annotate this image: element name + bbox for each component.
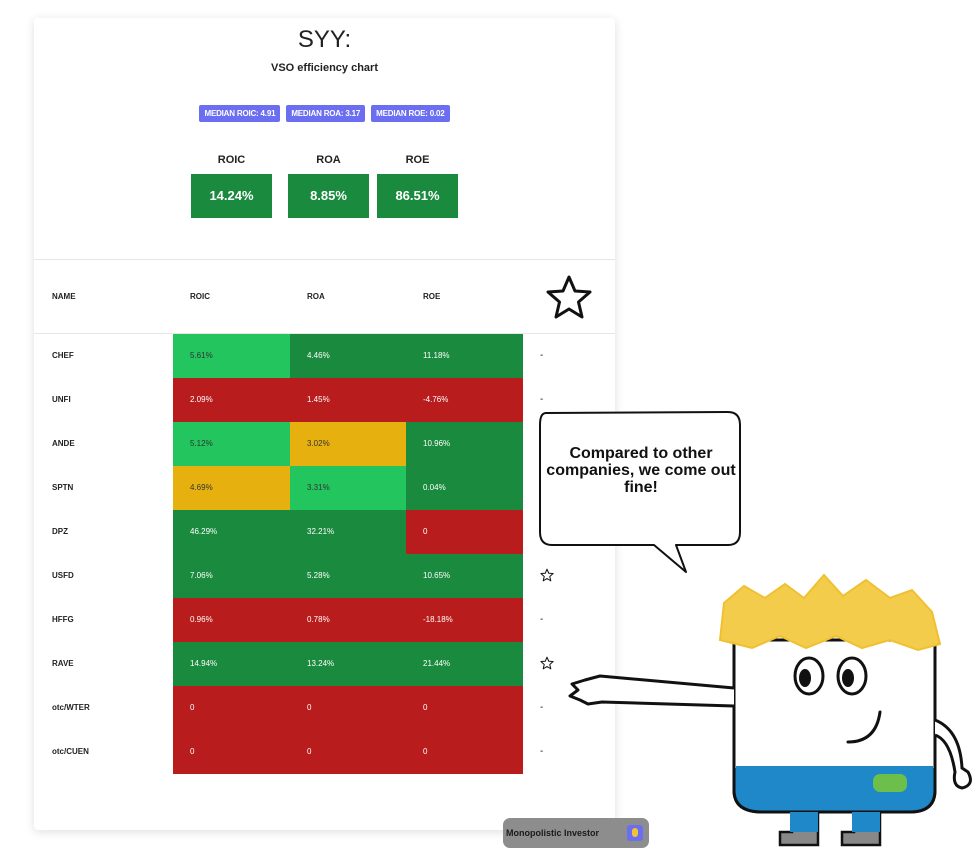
table-row: HFFG 0.96% 0.78% -18.18% - <box>34 598 615 642</box>
cell-roic: 0 <box>173 730 290 774</box>
row-name: HFFG <box>52 615 74 624</box>
cell-roa: 0 <box>290 686 406 730</box>
efficiency-card: SYY: VSO efficiency chart MEDIAN ROIC: 4… <box>34 18 649 848</box>
summary-roic-value: 14.24% <box>191 174 272 218</box>
row-name: ANDE <box>52 439 75 448</box>
cell-roe: 0 <box>406 510 523 554</box>
row-name: SPTN <box>52 483 74 492</box>
table-row: CHEF 5.61% 4.46% 11.18% - <box>34 334 615 378</box>
row-name: RAVE <box>52 659 74 668</box>
cell-roic: 0.96% <box>173 598 290 642</box>
header-divider-bottom <box>34 333 615 334</box>
cell-roic: 14.94% <box>173 642 290 686</box>
cell-roic: 7.06% <box>173 554 290 598</box>
cell-roa: 13.24% <box>290 642 406 686</box>
cell-roic: 46.29% <box>173 510 290 554</box>
row-name: otc/CUEN <box>52 747 89 756</box>
mascot-pocket <box>873 774 907 792</box>
summary-roa: ROA 8.85% <box>288 154 369 218</box>
median-roic-badge: MEDIAN ROIC: 4.91 <box>199 105 281 122</box>
summary-roe: ROE 86.51% <box>377 154 458 218</box>
star-outline-icon[interactable] <box>540 554 554 598</box>
row-mark: - <box>540 614 544 625</box>
cell-roic: 0 <box>173 686 290 730</box>
row-name: otc/WTER <box>52 703 90 712</box>
row-mark: - <box>540 394 544 405</box>
summary-roa-label: ROA <box>316 154 341 166</box>
cell-roa: 0 <box>290 730 406 774</box>
header-divider-top <box>34 259 615 260</box>
cell-roe: 0 <box>406 730 523 774</box>
row-name: DPZ <box>52 527 68 536</box>
row-name: UNFI <box>52 395 71 404</box>
mascot-hair <box>718 573 942 652</box>
cell-roic: 5.61% <box>173 334 290 378</box>
median-roe-badge: MEDIAN ROE: 0.02 <box>371 105 450 122</box>
ticker-title: SYY: <box>297 26 352 53</box>
cell-roe: -18.18% <box>406 598 523 642</box>
table-row: otc/WTER 0 0 0- <box>34 686 615 730</box>
summary-roa-value: 8.85% <box>288 174 369 218</box>
mascot-right-arm <box>934 718 972 790</box>
cell-roe: 11.18% <box>406 334 523 378</box>
cell-roic: 4.69% <box>173 466 290 510</box>
cell-roe: 21.44% <box>406 642 523 686</box>
median-badges: MEDIAN ROIC: 4.91 MEDIAN ROA: 3.17 MEDIA… <box>34 105 615 122</box>
cell-roa: 0.78% <box>290 598 406 642</box>
cell-roa: 3.02% <box>290 422 406 466</box>
cell-roic: 5.12% <box>173 422 290 466</box>
column-header-roa: ROA <box>307 292 325 301</box>
cell-roa: 4.46% <box>290 334 406 378</box>
row-mark: - <box>540 702 544 713</box>
watermark: Monopolistic Investor <box>503 818 649 848</box>
table-row: otc/CUEN 0 0 0- <box>34 730 615 774</box>
summary-roic: ROIC 14.24% <box>191 154 272 218</box>
monopolistic-investor-logo-icon <box>627 825 643 841</box>
cell-roe: 10.96% <box>406 422 523 466</box>
row-name: USFD <box>52 571 74 580</box>
speech-bubble <box>539 411 741 573</box>
cell-roa: 32.21% <box>290 510 406 554</box>
summary-roic-label: ROIC <box>217 154 246 166</box>
cell-roa: 5.28% <box>290 554 406 598</box>
mascot-pointing-arm <box>568 674 735 708</box>
median-roa-badge: MEDIAN ROA: 3.17 <box>286 105 366 122</box>
cell-roe: 10.65% <box>406 554 523 598</box>
mascot-smile <box>846 710 882 744</box>
table-row: SPTN 4.69% 3.31% 0.04% <box>34 466 615 510</box>
row-name: CHEF <box>52 351 74 360</box>
cell-roic: 2.09% <box>173 378 290 422</box>
star-outline-icon[interactable] <box>540 642 554 686</box>
row-mark: - <box>540 350 544 361</box>
row-mark: - <box>540 746 544 757</box>
table-row: ANDE 5.12% 3.02% 10.96% <box>34 422 615 466</box>
table-row: RAVE 14.94% 13.24% 21.44% <box>34 642 615 686</box>
summary-roe-value: 86.51% <box>377 174 458 218</box>
cell-roe: 0 <box>406 686 523 730</box>
column-header-roe: ROE <box>423 292 441 301</box>
speech-bubble-text: Compared to other companies, we come out… <box>546 445 736 496</box>
table-row: USFD 7.06% 5.28% 10.65% <box>34 554 615 598</box>
watermark-text: Monopolistic Investor <box>506 828 600 838</box>
summary-roe-label: ROE <box>405 154 430 166</box>
cell-roe: -4.76% <box>406 378 523 422</box>
cell-roa: 1.45% <box>290 378 406 422</box>
star-outline-icon[interactable] <box>545 274 593 320</box>
cell-roa: 3.31% <box>290 466 406 510</box>
column-header-name: NAME <box>52 292 76 301</box>
cell-roe: 0.04% <box>406 466 523 510</box>
table-row: UNFI 2.09% 1.45% -4.76% - <box>34 378 615 422</box>
column-header-roic: ROIC <box>190 292 210 301</box>
table-row: DPZ 46.29% 32.21% 0 <box>34 510 615 554</box>
chart-subtitle: VSO efficiency chart <box>271 62 378 74</box>
